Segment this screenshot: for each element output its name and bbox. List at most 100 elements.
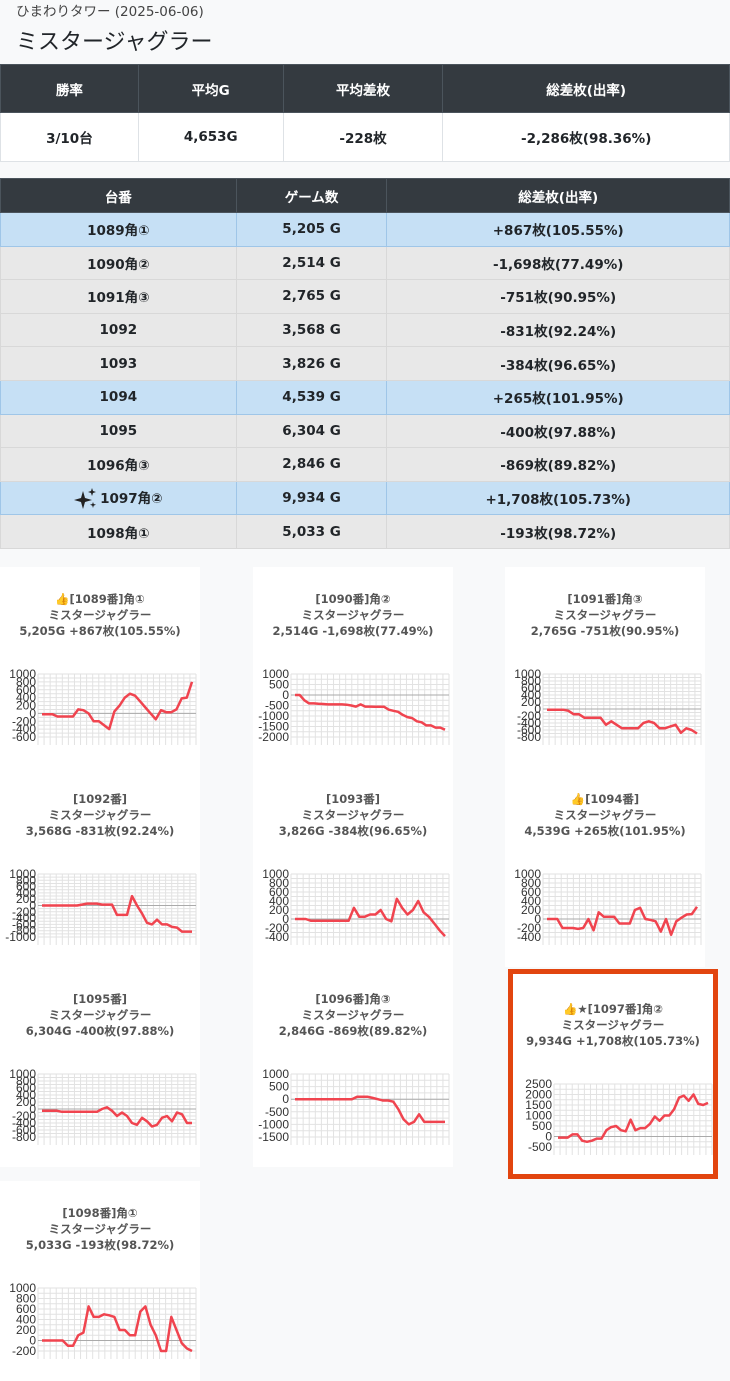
chart-card: 👍★[1097番]角② ミスタージャグラー 9,934G +1,708枚(105.7… bbox=[508, 969, 718, 1179]
summary-header-avg-diff: 平均差枚 bbox=[282, 64, 444, 113]
summary-avg-diff: -228枚 bbox=[282, 112, 444, 162]
chart-stats: 3,826G -384枚(96.65%) bbox=[278, 824, 428, 838]
y-tick-label: 600 bbox=[269, 885, 289, 899]
y-tick-label: -600 bbox=[12, 917, 36, 931]
machine-number: 1092 bbox=[0, 312, 237, 348]
table-row[interactable]: 1096角③ 2,846 G -869枚(89.82%) bbox=[0, 447, 730, 482]
store-date: ひまわりタワー (2025-06-06) bbox=[16, 4, 204, 20]
series-line bbox=[295, 897, 446, 937]
y-tick-label: 0 bbox=[534, 702, 541, 716]
y-tick-label: -800 bbox=[517, 730, 541, 744]
y-tick-label: 500 bbox=[269, 1080, 289, 1094]
y-tick-label: 1000 bbox=[262, 867, 289, 881]
y-tick-label: 400 bbox=[16, 886, 36, 900]
y-tick-label: -600 bbox=[12, 1123, 36, 1137]
y-tick-label: 2500 bbox=[525, 1077, 552, 1091]
y-tick-label: -1500 bbox=[258, 720, 289, 734]
machine-diff: -384枚(96.65%) bbox=[386, 346, 730, 381]
table-row[interactable]: 1097角② 9,934 G +1,708枚(105.73%) bbox=[0, 480, 730, 516]
table-row[interactable]: 1089角① 5,205 G +867枚(105.55%) bbox=[0, 212, 730, 247]
machine-diff: -193枚(98.72%) bbox=[386, 514, 730, 549]
summary-header-winrate: 勝率 bbox=[0, 64, 139, 113]
chart-label: [1091番]角③ bbox=[567, 592, 643, 606]
chart-machine: ミスタージャグラー bbox=[301, 1008, 405, 1022]
y-tick-label: -500 bbox=[265, 1105, 289, 1119]
y-tick-label: 600 bbox=[16, 683, 36, 697]
chart-card: 👍[1089番]角① ミスタージャグラー 5,205G +867枚(105.55%)… bbox=[0, 567, 200, 767]
machine-number-label: 1089角① bbox=[87, 223, 150, 240]
y-tick-label: 600 bbox=[521, 885, 541, 899]
chart-label: [1093番] bbox=[325, 792, 381, 806]
table-row[interactable]: 1098角① 5,033 G -193枚(98.72%) bbox=[0, 514, 730, 549]
series-line bbox=[295, 693, 446, 731]
machine-number-label: 1095 bbox=[99, 422, 138, 439]
summary-header-total-diff: 総差枚(出率) bbox=[442, 64, 730, 113]
y-tick-label: -600 bbox=[12, 730, 36, 744]
y-tick-label: 1000 bbox=[9, 867, 36, 881]
y-tick-label: -400 bbox=[517, 930, 541, 944]
table-row[interactable]: 1094 4,539 G +265枚(101.95%) bbox=[0, 379, 730, 415]
y-tick-label: 0 bbox=[29, 1102, 36, 1116]
table-row[interactable]: 1093 3,826 G -384枚(96.65%) bbox=[0, 346, 730, 381]
chart-machine: ミスタージャグラー bbox=[553, 808, 657, 822]
y-tick-label: -400 bbox=[12, 911, 36, 925]
chart-label: [1096番]角③ bbox=[315, 992, 391, 1006]
series-line bbox=[42, 1106, 192, 1128]
y-tick-label: 800 bbox=[269, 876, 289, 890]
y-tick-label: -1000 bbox=[5, 930, 36, 944]
y-tick-label: 600 bbox=[16, 1081, 36, 1095]
machine-number-label: 1094 bbox=[99, 389, 138, 406]
y-tick-label: 1000 bbox=[514, 867, 541, 881]
y-tick-label: 800 bbox=[521, 674, 541, 688]
chart-stats: 2,765G -751枚(90.95%) bbox=[530, 624, 680, 638]
table-row[interactable]: 1095 6,304 G -400枚(97.88%) bbox=[0, 413, 730, 449]
summary-winrate: 3/10台 bbox=[0, 112, 139, 162]
y-tick-label: -200 bbox=[517, 921, 541, 935]
machine-number: 1095 bbox=[0, 413, 237, 449]
y-tick-label: -500 bbox=[528, 1140, 552, 1154]
machine-number: 1097角② bbox=[0, 480, 237, 516]
y-tick-label: 200 bbox=[16, 1323, 36, 1337]
series-line bbox=[295, 1095, 445, 1126]
y-tick-label: 1500 bbox=[525, 1098, 552, 1112]
machine-number-label: 1098角① bbox=[87, 525, 150, 542]
y-tick-label: -400 bbox=[265, 930, 289, 944]
y-tick-label: 600 bbox=[521, 681, 541, 695]
y-tick-label: 1000 bbox=[9, 667, 36, 681]
table-row[interactable]: 1091角③ 2,765 G -751枚(90.95%) bbox=[0, 279, 730, 314]
machine-number: 1090角② bbox=[0, 245, 237, 281]
y-tick-label: 0 bbox=[545, 1130, 552, 1144]
chart-card: [1098番]角① ミスタージャグラー 5,033G -193枚(98.72%) 10… bbox=[0, 1181, 200, 1381]
y-tick-label: 0 bbox=[29, 706, 36, 720]
table-row[interactable]: 1090角② 2,514 G -1,698枚(77.49%) bbox=[0, 245, 730, 281]
machine-games: 9,934 G bbox=[235, 480, 388, 516]
chart-machine: ミスタージャグラー bbox=[48, 808, 152, 822]
summary-total-diff: -2,286枚(98.36%) bbox=[442, 112, 730, 162]
y-tick-label: 400 bbox=[521, 894, 541, 908]
chart-label: [1095番] bbox=[72, 992, 128, 1006]
y-tick-label: 0 bbox=[29, 899, 36, 913]
y-tick-label: 0 bbox=[29, 1334, 36, 1348]
machine-games: 2,514 G bbox=[235, 245, 388, 281]
y-tick-label: -2000 bbox=[258, 730, 289, 744]
y-tick-label: 600 bbox=[16, 1302, 36, 1316]
chart-machine: ミスタージャグラー bbox=[553, 608, 657, 622]
chart-card: [1092番] ミスタージャグラー 3,568G -831枚(92.24%) 1000… bbox=[0, 767, 200, 967]
y-tick-label: 200 bbox=[521, 903, 541, 917]
y-tick-label: 400 bbox=[16, 691, 36, 705]
machine-games: 6,304 G bbox=[235, 413, 388, 449]
y-tick-label: -200 bbox=[12, 1109, 36, 1123]
machine-number-label: 1093 bbox=[99, 355, 138, 372]
y-tick-label: 200 bbox=[521, 695, 541, 709]
table-row[interactable]: 1092 3,568 G -831枚(92.24%) bbox=[0, 312, 730, 348]
y-tick-label: 200 bbox=[269, 903, 289, 917]
series-line bbox=[558, 1093, 709, 1144]
chart-label: 👍[1094番] bbox=[570, 792, 640, 806]
machine-games: 2,846 G bbox=[235, 447, 388, 482]
machine-number-label: 1091角③ bbox=[87, 290, 150, 307]
machine-table: 台番 ゲーム数 総差枚(出率) 1089角① 5,205 G +867枚(105.5… bbox=[0, 178, 730, 549]
